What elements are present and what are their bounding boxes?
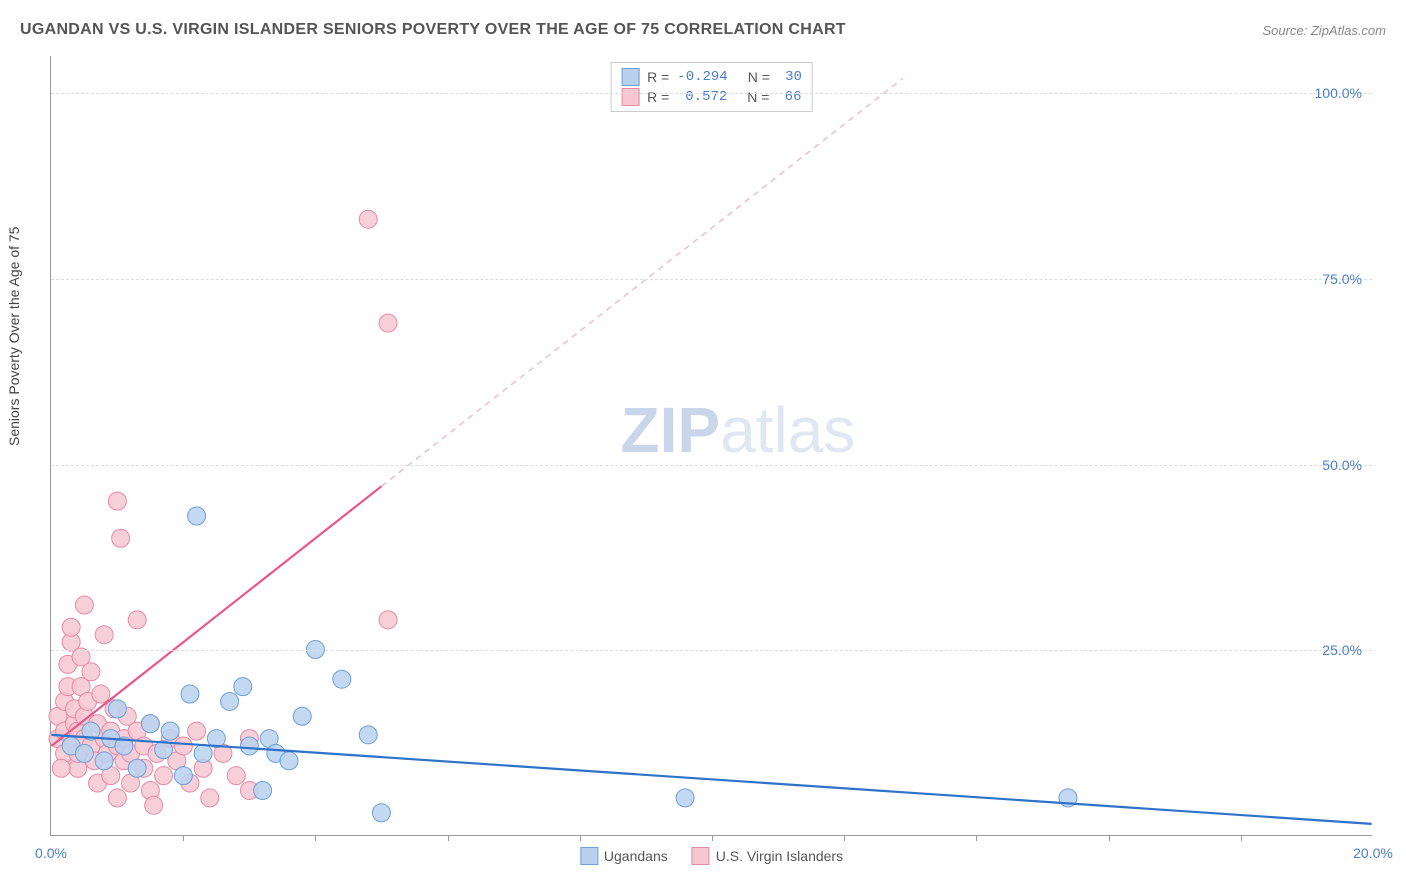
source-name: ZipAtlas.com [1311, 23, 1386, 38]
chart-source: Source: ZipAtlas.com [1262, 23, 1386, 38]
scatter-point-virgin-islanders [52, 759, 70, 777]
scatter-point-ugandans [240, 737, 258, 755]
x-tick [580, 835, 581, 841]
scatter-point-ugandans [234, 678, 252, 696]
r-value-virgin-islanders: 0.572 [677, 89, 727, 105]
source-prefix: Source: [1262, 23, 1310, 38]
scatter-point-ugandans [128, 759, 146, 777]
y-tick-label: 25.0% [1322, 642, 1362, 658]
chart-plot-area: ZIPatlas R = -0.294 N = 30 R = 0.572 N =… [50, 56, 1372, 836]
scatter-point-ugandans [188, 507, 206, 525]
scatter-point-virgin-islanders [379, 314, 397, 332]
gridline-h [51, 279, 1372, 280]
chart-title: UGANDAN VS U.S. VIRGIN ISLANDER SENIORS … [20, 21, 846, 39]
scatter-point-ugandans [141, 715, 159, 733]
scatter-point-virgin-islanders [82, 663, 100, 681]
scatter-point-ugandans [293, 707, 311, 725]
scatter-point-virgin-islanders [128, 611, 146, 629]
trend-line [51, 486, 381, 746]
scatter-point-virgin-islanders [108, 492, 126, 510]
swatch-virgin-islanders [621, 88, 639, 106]
scatter-point-virgin-islanders [62, 618, 80, 636]
scatter-point-virgin-islanders [227, 767, 245, 785]
legend-item-virgin-islanders: U.S. Virgin Islanders [692, 847, 843, 865]
stats-legend: R = -0.294 N = 30 R = 0.572 N = 66 [610, 62, 813, 112]
n-value-virgin-islanders: 66 [777, 89, 801, 105]
x-tick [1241, 835, 1242, 841]
scatter-point-virgin-islanders [379, 611, 397, 629]
y-tick-label: 50.0% [1322, 457, 1362, 473]
series-legend: Ugandans U.S. Virgin Islanders [580, 847, 843, 865]
n-value-ugandans: 30 [778, 69, 802, 85]
scatter-point-virgin-islanders [174, 737, 192, 755]
x-tick-label: 20.0% [1353, 845, 1393, 861]
scatter-point-ugandans [75, 744, 93, 762]
stats-legend-row-ugandans: R = -0.294 N = 30 [621, 67, 802, 87]
gridline-h [51, 93, 1372, 94]
n-label: N = [747, 89, 769, 105]
scatter-point-ugandans [254, 781, 272, 799]
scatter-point-virgin-islanders [95, 626, 113, 644]
scatter-point-virgin-islanders [108, 789, 126, 807]
scatter-point-ugandans [95, 752, 113, 770]
scatter-point-virgin-islanders [359, 210, 377, 228]
stats-legend-row-virgin-islanders: R = 0.572 N = 66 [621, 87, 802, 107]
x-tick [844, 835, 845, 841]
r-label: R = [647, 69, 669, 85]
gridline-h [51, 650, 1372, 651]
swatch-virgin-islanders-bottom [692, 847, 710, 865]
x-tick [1109, 835, 1110, 841]
scatter-point-ugandans [161, 722, 179, 740]
scatter-point-ugandans [194, 744, 212, 762]
x-tick [315, 835, 316, 841]
n-label: N = [748, 69, 770, 85]
scatter-point-ugandans [333, 670, 351, 688]
gridline-h [51, 465, 1372, 466]
scatter-point-ugandans [359, 726, 377, 744]
y-tick-label: 100.0% [1315, 85, 1362, 101]
trend-line [381, 78, 903, 486]
scatter-point-ugandans [221, 692, 239, 710]
scatter-point-virgin-islanders [155, 767, 173, 785]
scatter-point-ugandans [174, 767, 192, 785]
r-label: R = [647, 89, 669, 105]
scatter-point-virgin-islanders [201, 789, 219, 807]
y-tick-label: 75.0% [1322, 271, 1362, 287]
r-value-ugandans: -0.294 [677, 69, 727, 85]
trend-line [51, 735, 1371, 824]
scatter-point-virgin-islanders [145, 796, 163, 814]
x-tick [448, 835, 449, 841]
x-tick [712, 835, 713, 841]
swatch-ugandans-bottom [580, 847, 598, 865]
legend-label-virgin-islanders: U.S. Virgin Islanders [716, 848, 843, 864]
scatter-point-virgin-islanders [75, 596, 93, 614]
swatch-ugandans [621, 68, 639, 86]
scatter-point-ugandans [676, 789, 694, 807]
scatter-svg [51, 56, 1372, 835]
scatter-point-ugandans [181, 685, 199, 703]
chart-header: UGANDAN VS U.S. VIRGIN ISLANDER SENIORS … [20, 18, 1386, 42]
scatter-point-ugandans [108, 700, 126, 718]
scatter-point-ugandans [280, 752, 298, 770]
scatter-point-virgin-islanders [112, 529, 130, 547]
scatter-point-ugandans [372, 804, 390, 822]
scatter-point-virgin-islanders [92, 685, 110, 703]
x-tick-label: 0.0% [35, 845, 67, 861]
legend-item-ugandans: Ugandans [580, 847, 668, 865]
x-tick [976, 835, 977, 841]
y-axis-label: Seniors Poverty Over the Age of 75 [6, 227, 22, 446]
x-tick [183, 835, 184, 841]
scatter-point-virgin-islanders [188, 722, 206, 740]
legend-label-ugandans: Ugandans [604, 848, 668, 864]
